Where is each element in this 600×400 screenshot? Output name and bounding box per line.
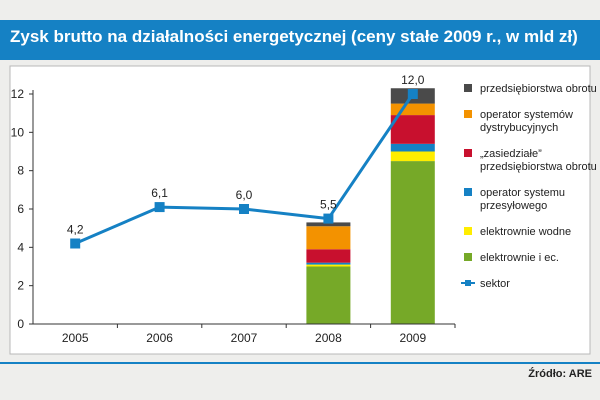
line-group: 4,2 6,1 6,0 5,5 12,0 <box>67 73 425 249</box>
legend: przedsiębiorstwa obrotu operator systemów… <box>461 83 597 290</box>
x-tick-label: 2009 <box>399 331 426 345</box>
y-tick-label: 12 <box>11 87 25 101</box>
line-point <box>407 89 418 99</box>
y-tick-label: 6 <box>17 202 24 216</box>
legend-swatch <box>464 149 472 157</box>
y-tick-label: 0 <box>17 317 24 331</box>
axes-group: 0 2 4 6 8 10 12 2005 2006 2007 2008 2009 <box>11 87 456 345</box>
x-tick-label: 2006 <box>146 331 173 345</box>
legend-label: elektrownie i ec. <box>480 252 559 264</box>
y-tick-label: 2 <box>17 279 24 293</box>
data-label: 5,5 <box>320 198 337 212</box>
x-tick-label: 2008 <box>315 331 342 345</box>
legend-swatch <box>464 84 472 92</box>
data-label: 4,2 <box>67 223 84 237</box>
line-point <box>154 202 165 213</box>
bar-segment <box>306 264 351 267</box>
legend-label: operator systemów dystrybucyjnych <box>480 109 573 134</box>
legend-label: przedsiębiorstwa obrotu <box>480 83 597 95</box>
chart-title: Zysk brutto na działalności energetyczne… <box>10 27 578 46</box>
bar-segment <box>306 249 351 263</box>
legend-swatch <box>464 110 472 118</box>
legend-swatch <box>464 253 472 261</box>
bars-group <box>306 88 435 324</box>
x-tick-label: 2007 <box>231 331 258 345</box>
legend-label: elektrownie wodne <box>480 226 571 238</box>
bar-segment <box>306 266 351 324</box>
bar-segment <box>390 143 435 152</box>
data-label: 6,1 <box>151 186 168 200</box>
line-point <box>239 204 249 214</box>
legend-label: operator systemu przesyłowego <box>480 187 565 212</box>
source-note: Źródło: ARE <box>528 368 592 380</box>
plot-panel <box>9 65 591 355</box>
legend-swatch <box>464 227 472 235</box>
legend-swatch-marker <box>465 280 471 286</box>
legend-swatch <box>464 188 472 196</box>
bar-segment <box>390 151 435 162</box>
title-bar: Zysk brutto na działalności energetyczne… <box>0 20 600 60</box>
bar-segment <box>390 161 435 324</box>
x-tick-label: 2005 <box>62 331 89 345</box>
y-tick-label: 8 <box>17 164 24 178</box>
line-point <box>323 213 334 224</box>
line-point <box>70 238 81 249</box>
y-tick-label: 10 <box>11 125 25 139</box>
bar-segment <box>306 262 351 265</box>
bar-segment <box>306 226 351 250</box>
data-label: 6,0 <box>236 188 253 202</box>
y-tick-label: 4 <box>17 240 24 254</box>
bar-segment <box>390 103 435 116</box>
bar-segment <box>306 222 351 227</box>
bar-segment <box>390 115 435 144</box>
legend-label: sektor <box>480 278 510 290</box>
bottom-rule <box>0 362 600 364</box>
legend-label: „zasiedziałe” przedsiębiorstwa obrotu <box>480 148 597 173</box>
data-label: 12,0 <box>401 73 425 87</box>
